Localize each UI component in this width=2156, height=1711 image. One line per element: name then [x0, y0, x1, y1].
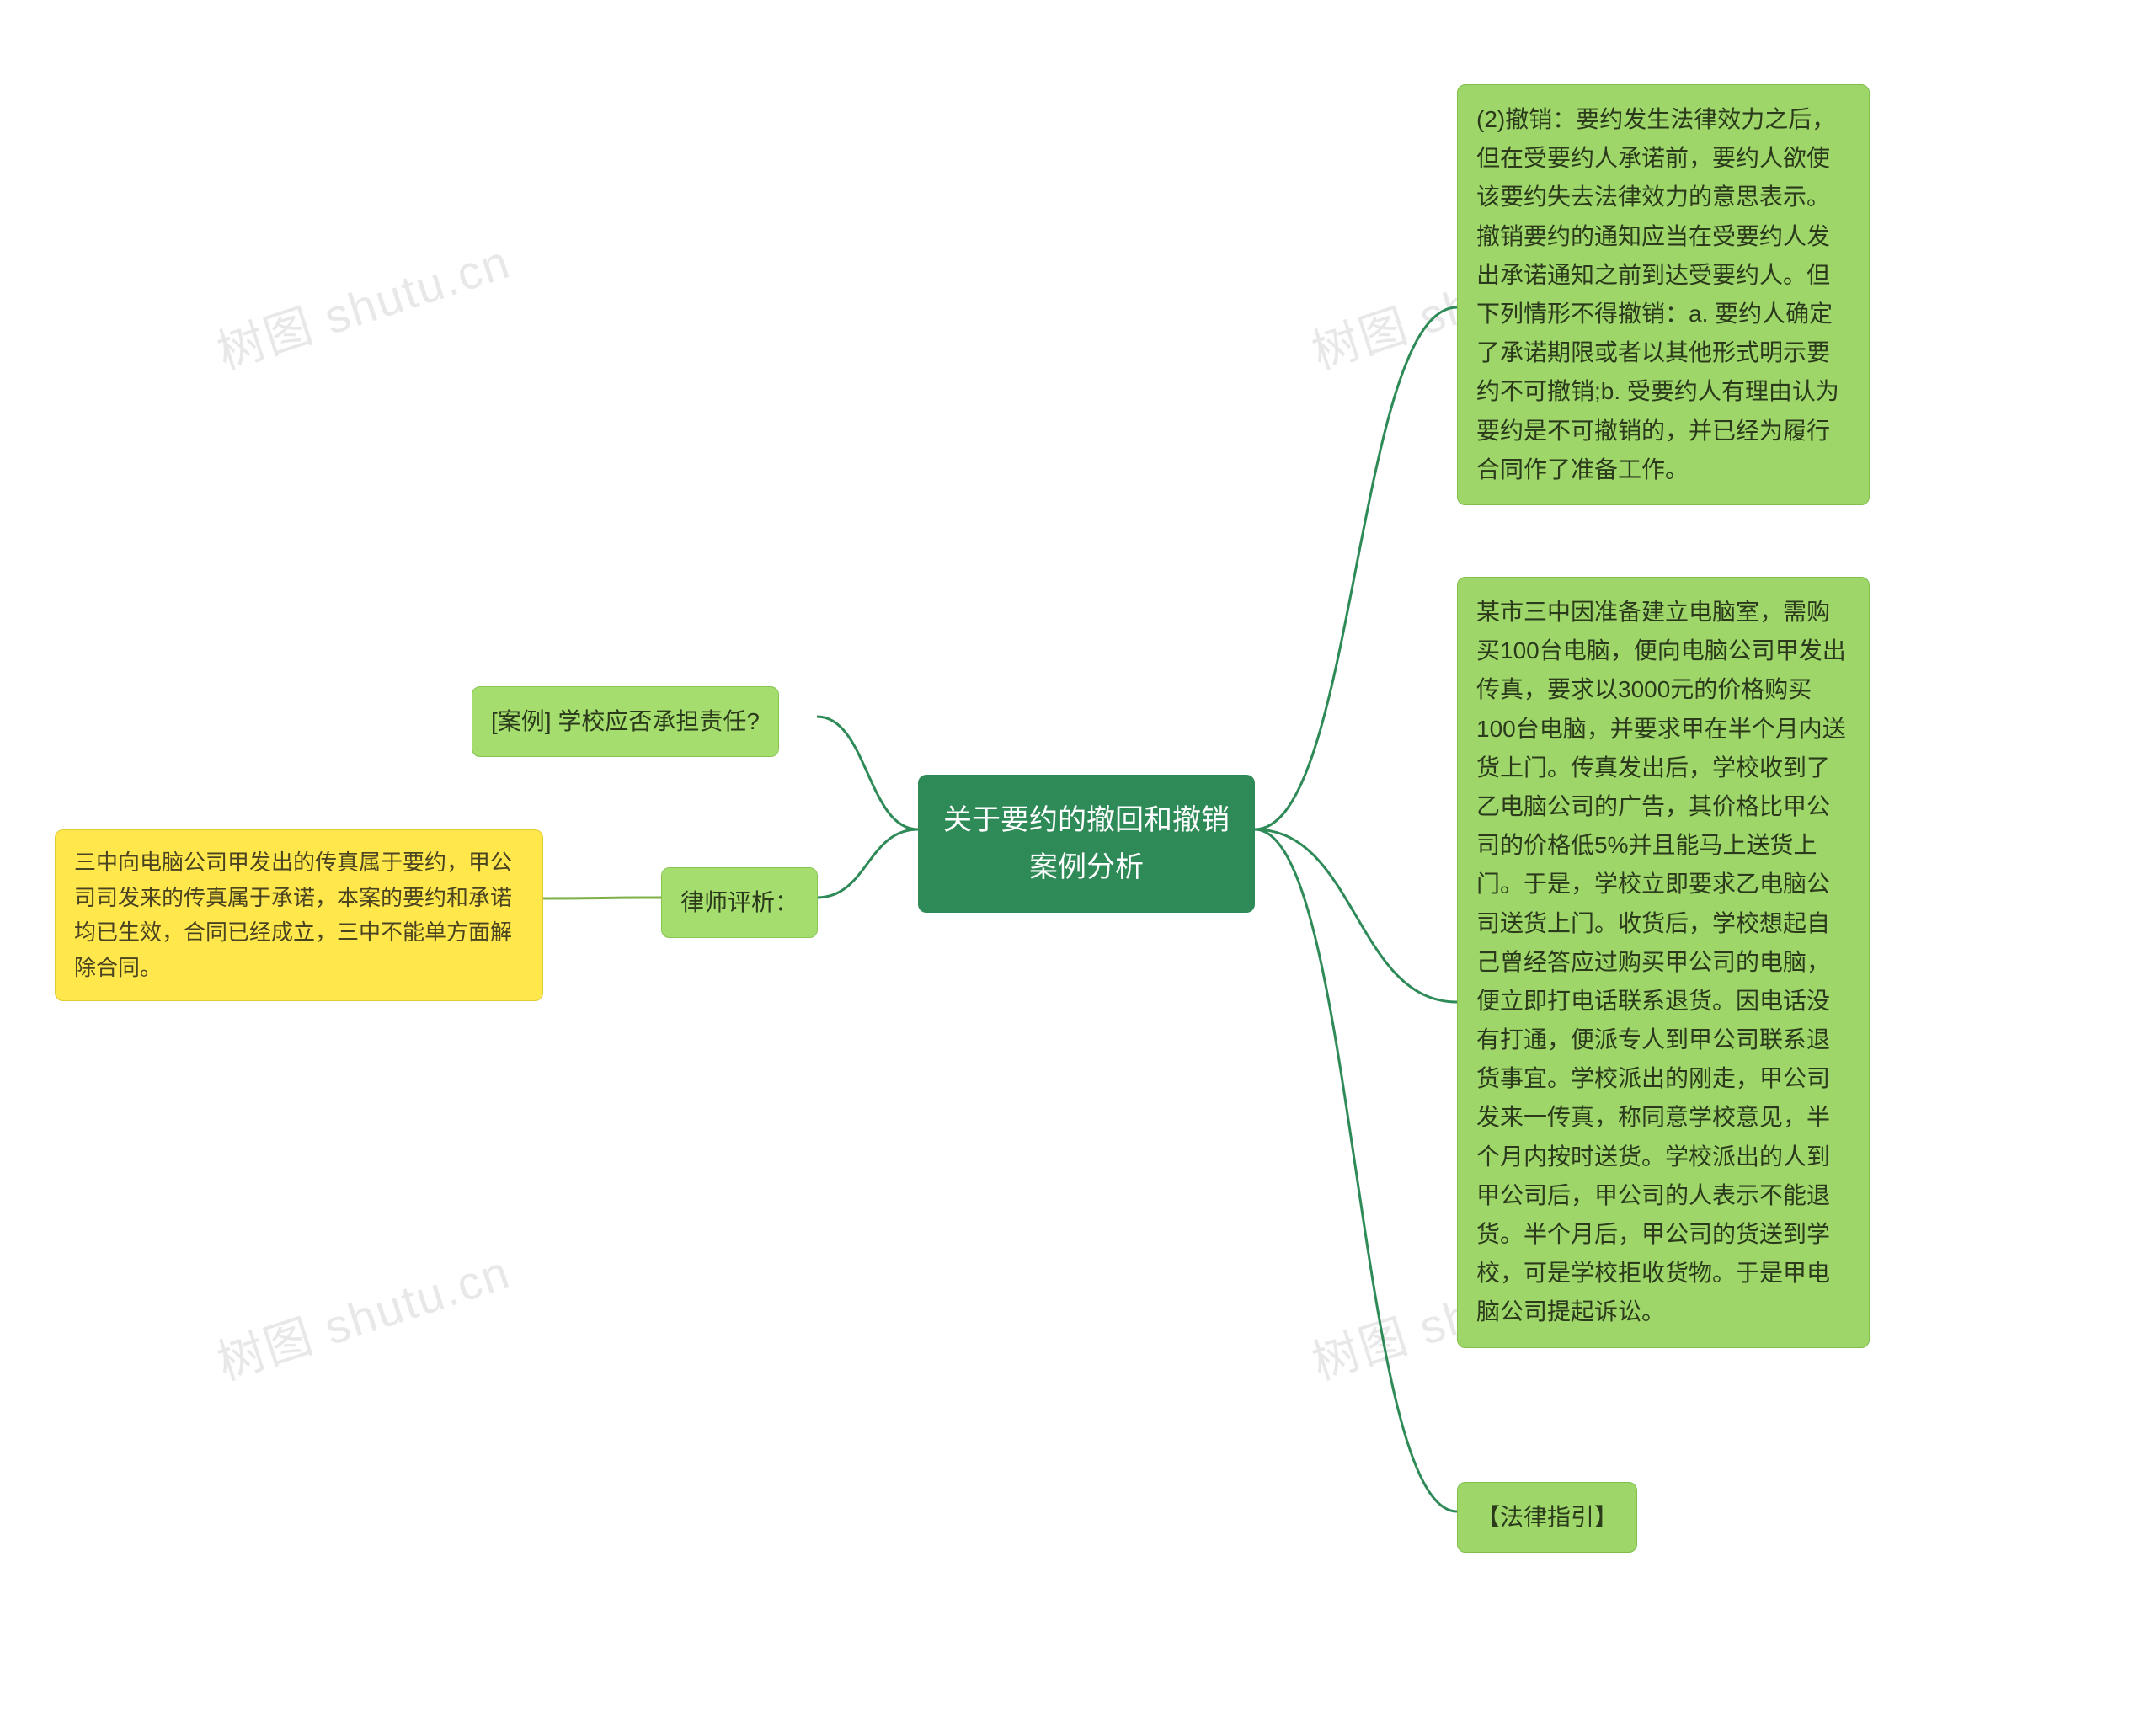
watermark: 树图 shutu.cn: [207, 1234, 518, 1394]
center-topic[interactable]: 关于要约的撤回和撤销案例分析: [918, 775, 1255, 913]
center-topic-text: 关于要约的撤回和撤销案例分析: [943, 804, 1230, 883]
node-law-reference[interactable]: 【法律指引】: [1457, 1482, 1637, 1553]
connector: [817, 829, 918, 898]
node-text: 【法律指引】: [1476, 1504, 1618, 1530]
node-text: (2)撤销：要约发生法律效力之后，但在受要约人承诺前，要约人欲使该要约失去法律效…: [1476, 106, 1839, 482]
node-text: 律师评析：: [680, 889, 798, 915]
node-lawyer-analysis[interactable]: 律师评析：: [661, 867, 818, 938]
node-revoke-definition[interactable]: (2)撤销：要约发生法律效力之后，但在受要约人承诺前，要约人欲使该要约失去法律效…: [1457, 84, 1870, 505]
connector: [1255, 307, 1457, 829]
connector: [1255, 829, 1457, 1511]
node-text: [案例] 学校应否承担责任?: [491, 708, 760, 734]
node-case-question[interactable]: [案例] 学校应否承担责任?: [472, 686, 779, 757]
node-text: 某市三中因准备建立电脑室，需购买100台电脑，便向电脑公司甲发出传真，要求以30…: [1476, 599, 1846, 1325]
connector: [817, 717, 918, 829]
node-lawyer-detail[interactable]: 三中向电脑公司甲发出的传真属于要约，甲公司司发来的传真属于承诺，本案的要约和承诺…: [55, 829, 543, 1001]
node-case-facts[interactable]: 某市三中因准备建立电脑室，需购买100台电脑，便向电脑公司甲发出传真，要求以30…: [1457, 577, 1870, 1348]
node-text: 三中向电脑公司甲发出的传真属于要约，甲公司司发来的传真属于承诺，本案的要约和承诺…: [74, 850, 512, 980]
connector: [1255, 829, 1457, 1002]
watermark: 树图 shutu.cn: [207, 224, 518, 383]
